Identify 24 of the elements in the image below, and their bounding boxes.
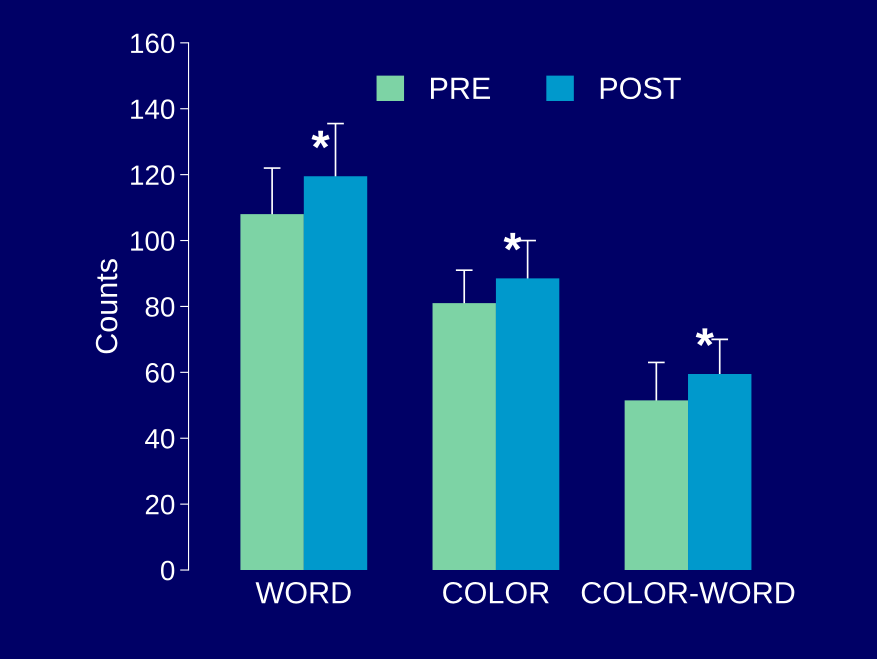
bar (240, 214, 304, 570)
annotation: * (312, 130, 330, 148)
x-tick-label: COLOR (443, 582, 549, 604)
y-tick-label: 80 (146, 297, 174, 317)
y-tick-label: 20 (146, 494, 174, 514)
y-tick-label: 0 (161, 560, 174, 580)
y-tick-label: 140 (131, 99, 174, 120)
x-tick-label: COLOR-WORD (582, 582, 794, 604)
x-tick-label: WORD (256, 582, 351, 604)
legend-label: POST (600, 77, 681, 100)
y-tick-label: 160 (131, 34, 174, 54)
y-axis-title: Counts (96, 259, 118, 354)
bar (496, 278, 560, 570)
bar (304, 176, 368, 570)
y-tick-label: 100 (131, 231, 174, 251)
annotation: * (504, 232, 522, 250)
bar (688, 374, 752, 570)
y-tick-label: 60 (146, 363, 174, 383)
bar (624, 400, 688, 570)
legend-label: PRE (431, 78, 490, 99)
bar (432, 303, 496, 570)
y-tick-label: 40 (145, 428, 174, 449)
annotation: * (696, 328, 714, 346)
y-tick-label: 120 (131, 165, 174, 185)
